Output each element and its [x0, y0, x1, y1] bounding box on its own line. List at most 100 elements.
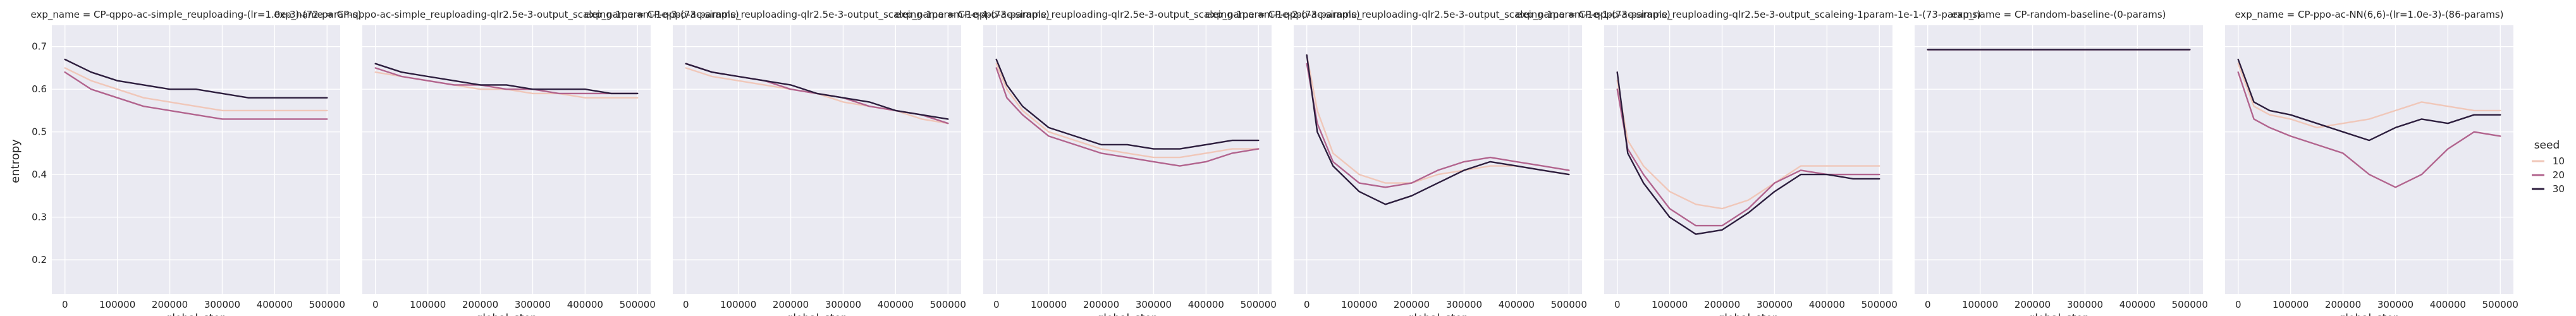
x-axis-label: global_step: [165, 312, 226, 316]
x-tick-label: 500000: [2172, 299, 2208, 310]
x-tick-label: 200000: [2015, 299, 2051, 310]
x-tick-label: 100000: [1031, 299, 1067, 310]
panel-title: exp_name = CP-random-baseline-(0-params): [1951, 9, 2166, 21]
x-tick-label: 400000: [1499, 299, 1535, 310]
legend-title: seed: [2534, 139, 2560, 152]
y-tick-label: 0.7: [32, 41, 47, 52]
x-tick-label: 500000: [2482, 299, 2518, 310]
x-axis-label: global_step: [1096, 312, 1158, 316]
x-tick-label: 400000: [2430, 299, 2466, 310]
series-line-seed-10: [2237, 63, 2501, 129]
series-line-seed-10: [64, 67, 328, 112]
series-line-seed-30: [1616, 71, 1880, 235]
plot-background: [2225, 25, 2513, 294]
panel-1: 0 100000 200000 300000 400000 500000 0.2 0.3 0.4…: [31, 9, 362, 316]
x-tick-label: 400000: [1188, 299, 1224, 310]
x-axis-label: global_step: [1717, 312, 1779, 316]
x-tick-label: 300000: [2067, 299, 2103, 310]
panel-3: 0 100000 200000 300000 400000 500000 exp_name …: [584, 9, 1049, 316]
plot-background: [673, 25, 961, 294]
panel-title: exp_name = CP-qppo-ac-simple_reuploading…: [895, 9, 1359, 21]
x-tick-label: 500000: [1241, 299, 1277, 310]
x-tick-label: 500000: [620, 299, 656, 310]
x-tick-label: 0: [372, 299, 379, 310]
series-line-seed-30: [995, 58, 1260, 150]
x-tick-label: 100000: [99, 299, 135, 310]
x-tick-label: 100000: [1652, 299, 1688, 310]
series-line-seed-30: [64, 58, 328, 99]
plot-background: [983, 25, 1272, 294]
x-tick-label: 400000: [257, 299, 293, 310]
panel-2: 0 100000 200000 300000 400000 500000 exp_name …: [274, 9, 739, 316]
series-line-seed-20: [374, 67, 639, 95]
x-tick-label: 300000: [1446, 299, 1482, 310]
series-line-seed-30: [374, 63, 639, 95]
panel-4: 0 100000 200000 300000 400000 500000 exp_name …: [895, 9, 1359, 316]
panel-title: exp_name = CP-ppo-ac-NN(6,6)-(lr=1.0e-3)…: [2235, 9, 2503, 21]
panel-7: 0 100000 200000 300000 400000 500000 exp_name …: [1915, 9, 2208, 316]
y-tick-label: 0.2: [32, 254, 47, 265]
series-line-seed-20: [64, 71, 328, 120]
series-line-seed-20: [995, 67, 1260, 167]
x-tick-label: 100000: [1341, 299, 1377, 310]
plot-background: [1294, 25, 1582, 294]
series-line-seed-10: [995, 63, 1260, 159]
x-tick-label: 200000: [1083, 299, 1119, 310]
x-tick-label: 0: [1304, 299, 1310, 310]
y-tick-label: 0.4: [32, 169, 47, 180]
plot-background: [362, 25, 651, 294]
plot-background: [1604, 25, 1892, 294]
plot-background: [1915, 25, 2203, 294]
x-tick-label: 100000: [410, 299, 446, 310]
x-tick-label: 100000: [2272, 299, 2309, 310]
x-tick-label: 0: [62, 299, 68, 310]
x-tick-label: 300000: [1136, 299, 1172, 310]
x-tick-label: 400000: [1809, 299, 1845, 310]
x-tick-label: 400000: [2119, 299, 2156, 310]
x-axis-label: global_step: [1407, 312, 1468, 316]
x-tick-label: 200000: [462, 299, 498, 310]
x-tick-label: 300000: [1757, 299, 1793, 310]
series-line-seed-10: [1616, 80, 1880, 210]
y-tick-label: 0.5: [32, 126, 47, 138]
y-tick-label: 0.3: [32, 212, 47, 223]
x-tick-label: 300000: [825, 299, 861, 310]
x-tick-label: 500000: [930, 299, 966, 310]
x-tick-label: 200000: [152, 299, 188, 310]
x-tick-label: 0: [1614, 299, 1621, 310]
panel-6: 0 100000 200000 300000 400000 500000 exp_name …: [1516, 9, 1980, 316]
x-tick-label: 400000: [567, 299, 603, 310]
x-tick-label: 0: [993, 299, 1000, 310]
x-tick-label: 200000: [2325, 299, 2361, 310]
series-line-seed-30: [2237, 58, 2501, 142]
series-line-seed-20: [1306, 63, 1570, 188]
x-tick-label: 0: [2235, 299, 2242, 310]
series-line-seed-20: [2237, 71, 2501, 188]
x-tick-label: 500000: [1861, 299, 1898, 310]
series-line-seed-30: [1306, 54, 1570, 205]
x-tick-label: 500000: [309, 299, 345, 310]
x-tick-label: 500000: [1551, 299, 1587, 310]
x-tick-label: 200000: [1394, 299, 1430, 310]
panels-group: 0 100000 200000 300000 400000 500000 0.2 0.3 0.4…: [31, 9, 2518, 316]
panel-title: exp_name = CP-qppo-ac-simple_reuploading…: [1516, 9, 1980, 21]
legend-label: 30: [2553, 183, 2565, 195]
plot-background: [52, 25, 340, 294]
y-axis-label: entropy: [9, 139, 22, 183]
y-tick-label: 0.6: [32, 83, 47, 95]
x-tick-label: 400000: [878, 299, 914, 310]
x-tick-label: 100000: [1962, 299, 1998, 310]
x-tick-label: 300000: [2377, 299, 2413, 310]
x-axis-label: global_step: [2338, 312, 2400, 316]
x-axis-label: global_step: [2028, 312, 2089, 316]
panel-title: exp_name = CP-qppo-ac-simple_reuploading…: [1205, 9, 1670, 21]
legend-label: 10: [2553, 155, 2565, 167]
panel-title: exp_name = CP-qppo-ac-simple_reuploading…: [31, 9, 362, 21]
panel-title: exp_name = CP-qppo-ac-simple_reuploading…: [584, 9, 1049, 21]
x-tick-label: 0: [1925, 299, 1931, 310]
x-tick-label: 200000: [773, 299, 809, 310]
x-tick-label: 300000: [515, 299, 551, 310]
series-line-seed-30: [685, 63, 949, 120]
x-tick-label: 200000: [1704, 299, 1740, 310]
